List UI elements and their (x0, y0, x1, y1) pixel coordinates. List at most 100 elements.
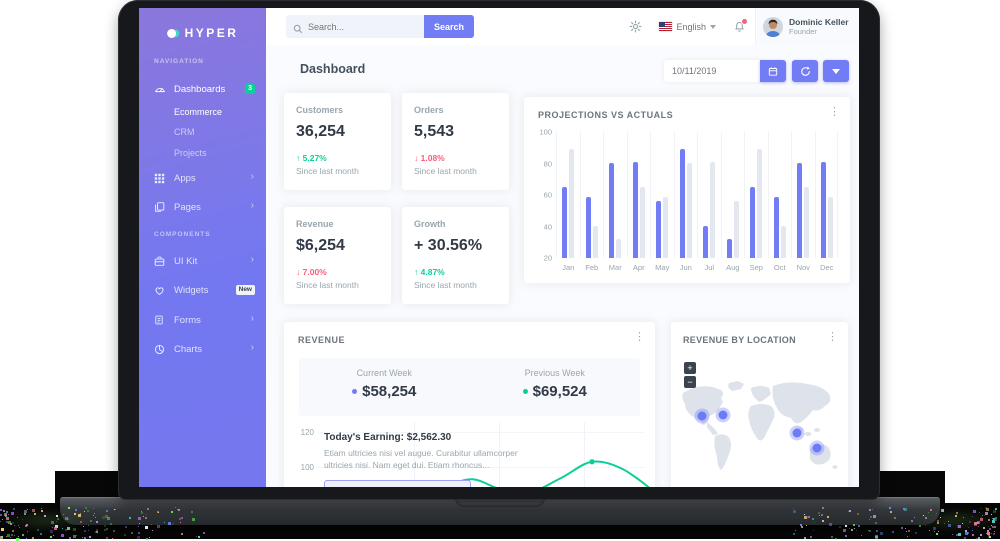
sidebar-subitem-crm[interactable]: CRM (139, 125, 266, 139)
stat-delta: ↑ 4.87% (414, 267, 497, 277)
bar-projection (781, 226, 786, 258)
sidebar-item-dashboards[interactable]: Dashboards 3 (139, 81, 266, 97)
sidebar-item-uikit[interactable]: UI Kit › (139, 253, 266, 269)
user-name: Dominic Keller (789, 17, 849, 27)
panel-title: PROJECTIONS VS ACTUALS (538, 110, 673, 120)
bar-projection (710, 162, 715, 258)
bar-projection (640, 187, 645, 258)
bar-group: May (650, 132, 674, 258)
search-input[interactable] (286, 15, 424, 38)
x-axis-tick: Jan (557, 263, 580, 272)
notification-dot (741, 18, 748, 25)
sidebar-item-label: Pages (174, 202, 201, 213)
legend-dot-previous (523, 389, 528, 394)
us-flag-icon (659, 22, 672, 31)
sidebar-item-pages[interactable]: Pages › (139, 199, 266, 215)
sidebar-item-label: Widgets (174, 285, 208, 296)
bar-group: Sep (744, 132, 768, 258)
previous-week-block: Previous Week $69,524 (470, 358, 641, 416)
bar-projection (569, 149, 574, 258)
stat-card-growth: Growth + 30.56% ↑ 4.87% Since last month (402, 207, 509, 304)
dropdown-button[interactable] (823, 60, 849, 82)
arrow-down-icon: ↓ (414, 153, 418, 163)
stat-label: Revenue (296, 219, 379, 229)
bar-actual (821, 162, 826, 258)
grid-icon (154, 172, 166, 185)
sidebar-item-charts[interactable]: Charts › (139, 341, 266, 357)
stat-value: + 30.56% (414, 237, 497, 255)
bar-actual (562, 187, 567, 258)
y-axis-tick: 100 (296, 463, 314, 472)
bar-group: Nov (791, 132, 815, 258)
stat-card-orders: Orders 5,543 ↓ 1.08% Since last month (402, 93, 509, 190)
chevron-down-icon (710, 25, 716, 29)
y-axis-tick: 120 (296, 428, 314, 437)
x-axis-tick: Sep (745, 263, 768, 272)
gear-icon[interactable] (629, 20, 642, 33)
refresh-button[interactable] (792, 60, 818, 82)
date-widget (664, 60, 849, 82)
previous-week-label: Previous Week (470, 368, 641, 378)
search-group: Search (286, 15, 474, 38)
panel-title: REVENUE BY LOCATION (683, 335, 796, 345)
panel-title: REVENUE (298, 335, 345, 345)
arrow-up-icon: ↑ (414, 267, 418, 277)
sidebar-item-forms[interactable]: Forms › (139, 312, 266, 328)
stat-delta: ↓ 7.00% (296, 267, 379, 277)
user-profile[interactable]: Dominic Keller Founder (755, 8, 859, 45)
y-axis-tick: 80 (544, 159, 552, 168)
calendar-button[interactable] (760, 60, 786, 82)
language-selector[interactable]: English (659, 22, 716, 32)
stat-label: Customers (296, 105, 379, 115)
brand-logo[interactable]: HYPER (139, 22, 266, 44)
map-zoom-out-button[interactable]: − (684, 376, 696, 388)
line-peak-marker (589, 459, 594, 464)
bell-icon[interactable] (733, 20, 746, 33)
legend-dot-current (352, 389, 357, 394)
kebab-menu-icon[interactable]: ⋮ (634, 332, 645, 342)
x-axis-tick: Mar (604, 263, 627, 272)
sidebar-item-apps[interactable]: Apps › (139, 170, 266, 186)
map-marker (812, 444, 821, 453)
projections-yticks: 100 80 60 40 20 (528, 132, 552, 258)
sidebar-item-label: Dashboards (174, 84, 225, 95)
stat-note: Since last month (414, 280, 497, 290)
search-icon (293, 21, 303, 39)
revenue-panel: REVENUE ⋮ Current Week $58,254 Previous … (284, 322, 655, 487)
page-title: Dashboard (300, 62, 365, 76)
search-button[interactable]: Search (424, 15, 474, 38)
user-role: Founder (789, 27, 849, 36)
revenue-cut-button[interactable] (324, 480, 471, 487)
main-content: Dashboard Customers 36,254 ↑ 5.27% Since… (266, 45, 859, 487)
stat-value: 36,254 (296, 123, 379, 141)
chevron-right-icon: › (251, 314, 254, 324)
chevron-right-icon: › (251, 201, 254, 211)
stat-note: Since last month (296, 166, 379, 176)
map-zoom-in-button[interactable]: + (684, 362, 696, 374)
bar-group: Jul (697, 132, 721, 258)
pages-icon (154, 201, 166, 214)
pie-chart-icon (154, 343, 166, 356)
stat-delta: ↓ 1.08% (414, 153, 497, 163)
speedometer-icon (154, 83, 166, 96)
today-earning: Today's Earning: $2,562.30 (324, 432, 451, 443)
heart-icon (154, 284, 166, 297)
kebab-menu-icon[interactable]: ⋮ (827, 332, 838, 342)
current-week-value: $58,254 (362, 383, 416, 400)
arrow-down-icon: ↓ (296, 267, 300, 277)
sidebar-subitem-projects[interactable]: Projects (139, 146, 266, 160)
laptop-base (60, 497, 940, 525)
brand-logo-text: HYPER (185, 26, 239, 40)
bar-group: Jan (556, 132, 580, 258)
stat-delta-value: 5.27% (303, 153, 327, 163)
topbar-right: English Domi (620, 8, 859, 45)
language-label: English (676, 22, 706, 32)
bar-actual (750, 187, 755, 258)
sidebar-subitem-ecommerce[interactable]: Ecommerce (139, 105, 266, 119)
x-axis-tick: Feb (581, 263, 604, 272)
sidebar-item-widgets[interactable]: Widgets New (139, 282, 266, 298)
laptop-screen-bezel: HYPER NAVIGATION Dashboards 3 Ecommerce … (118, 0, 880, 500)
date-input[interactable] (664, 60, 760, 82)
x-axis-tick: Apr (628, 263, 651, 272)
kebab-menu-icon[interactable]: ⋮ (829, 107, 840, 117)
